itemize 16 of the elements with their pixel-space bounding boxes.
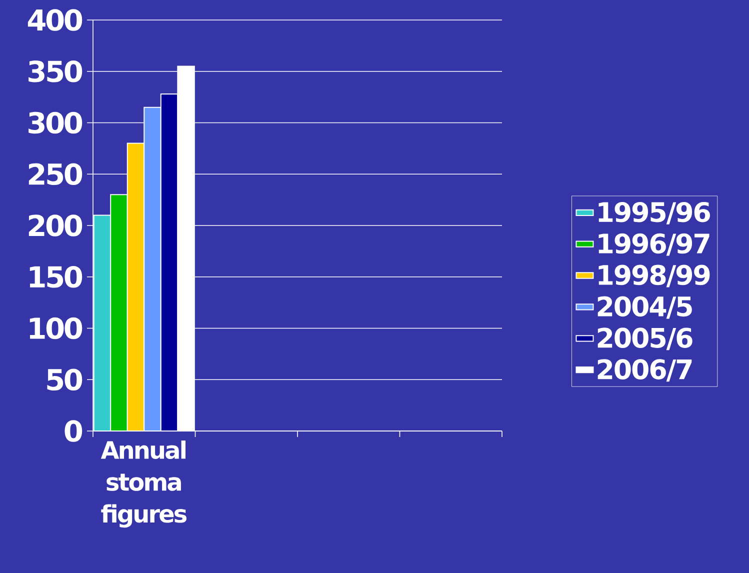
legend-label: 2006/7 — [598, 359, 692, 382]
legend-label: 1995/96 — [598, 202, 710, 224]
y-tick-label: 100 — [30, 317, 82, 340]
legend-label: 2005/6 — [598, 328, 692, 350]
y-tick-label: 50 — [47, 368, 82, 391]
y-tick-label: 300 — [28, 112, 82, 134]
y-tick-label: 0 — [64, 420, 82, 442]
y-tick-label: 400 — [28, 9, 82, 31]
x-tick-label: Annual stoma figures — [100, 440, 186, 528]
legend-label: 1996/97 — [598, 233, 710, 256]
legend-label: 2004/5 — [598, 296, 692, 319]
y-tick-label: 250 — [28, 163, 82, 186]
y-tick-label: 150 — [30, 266, 82, 288]
y-tick-label: 200 — [28, 214, 82, 236]
legend-label: 1998/99 — [598, 264, 710, 288]
y-tick-label: 350 — [28, 60, 82, 82]
